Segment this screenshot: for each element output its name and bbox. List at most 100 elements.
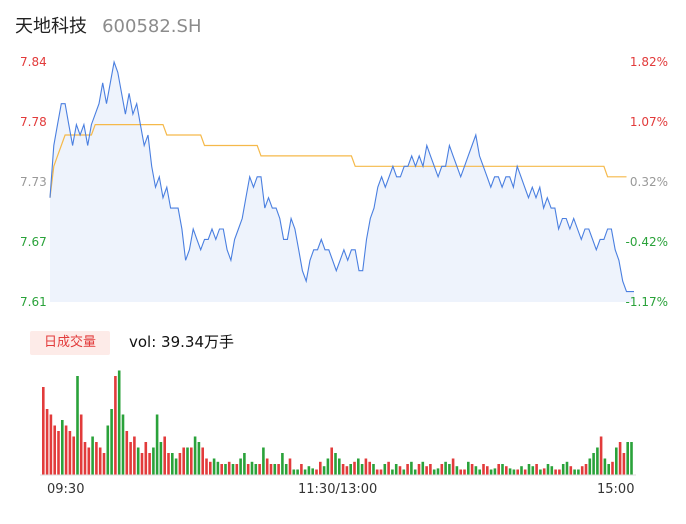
percent-tick-label: 1.07% — [629, 115, 668, 129]
volume-bar — [246, 464, 250, 475]
volume-bar — [478, 469, 481, 475]
volume-bar — [489, 469, 493, 475]
volume-bar — [296, 469, 299, 475]
volume-bar — [516, 469, 519, 475]
volume-bar — [561, 464, 565, 475]
volume-bar — [57, 431, 60, 475]
volume-bar — [155, 414, 159, 475]
percent-tick-label: 1.82% — [629, 55, 668, 69]
volume-bar — [410, 461, 413, 475]
volume-bar — [269, 464, 273, 475]
volume-bar — [391, 469, 394, 475]
volume-bar — [193, 436, 197, 475]
volume-bar — [357, 458, 360, 475]
volume-bar — [383, 464, 387, 475]
price-tick-label: 7.61 — [20, 295, 47, 309]
volume-bar — [197, 442, 201, 475]
average-price-line — [49, 124, 627, 198]
volume-bar — [372, 464, 375, 475]
volume-bar — [239, 458, 242, 475]
volume-bar — [262, 447, 265, 475]
volume-bar — [220, 464, 223, 475]
volume-bar — [87, 447, 91, 475]
volume-bar — [607, 464, 610, 475]
volume-bar — [486, 466, 489, 475]
volume-bar — [398, 466, 402, 475]
volume-bar — [413, 469, 417, 475]
volume-bar — [64, 425, 68, 475]
volume-bar — [626, 442, 629, 475]
price-tick-label: 7.84 — [20, 55, 47, 69]
volume-bar — [178, 453, 182, 475]
volume-bar — [45, 409, 49, 475]
volume-bar — [459, 469, 462, 475]
volume-bar — [125, 431, 129, 475]
volume-bar — [520, 466, 523, 475]
volume-bar — [288, 458, 292, 475]
volume-bar — [106, 425, 110, 475]
volume-bar — [440, 464, 444, 475]
volume-bar — [254, 464, 258, 475]
volume-bar — [588, 458, 592, 475]
volume-bar — [429, 464, 432, 475]
volume-bar — [467, 461, 470, 475]
volume-bar — [497, 464, 500, 475]
volume-bar — [455, 466, 459, 475]
volume-bar — [569, 466, 573, 475]
volume-bar — [129, 442, 132, 475]
volume-bar — [341, 464, 345, 475]
volume-badge[interactable]: 日成交量 — [30, 331, 110, 355]
volume-bar — [209, 461, 212, 475]
stock-code: 600582.SH — [102, 16, 202, 37]
volume-bar — [292, 469, 296, 475]
time-tick-label: 15:00 — [597, 482, 635, 497]
volume-bar — [436, 468, 440, 475]
volume-bar — [182, 447, 185, 475]
volume-bar — [148, 453, 151, 475]
time-tick-label: 11:30/13:00 — [298, 482, 378, 497]
volume-bar — [284, 464, 288, 475]
volume-bar — [406, 464, 409, 475]
volume-bar — [470, 464, 474, 475]
volume-bar — [596, 447, 599, 475]
volume-bar — [573, 469, 576, 475]
percent-tick-label: -0.42% — [625, 235, 668, 249]
volume-bar — [360, 464, 364, 475]
price-tick-label: 7.67 — [20, 235, 47, 249]
volume-bar — [307, 466, 311, 475]
volume-bar — [171, 453, 174, 475]
volume-bar — [421, 461, 425, 475]
volume-bar — [546, 464, 550, 475]
volume-bar — [258, 464, 261, 475]
volume-bar — [61, 420, 64, 475]
volume-bar — [349, 464, 352, 475]
volume-readout: vol: 39.34万手 — [129, 333, 234, 351]
time-tick-label: 09:30 — [47, 482, 85, 497]
volume-bar — [580, 466, 584, 475]
volume-bar — [303, 469, 307, 475]
volume-bar — [330, 447, 333, 475]
volume-bar — [539, 469, 542, 475]
volume-bar — [117, 370, 121, 475]
volume-bar — [201, 447, 204, 475]
volume-bar — [622, 453, 626, 475]
volume-bar — [277, 464, 280, 475]
price-tick-label: 7.73 — [20, 175, 47, 189]
volume-bar — [102, 453, 106, 475]
volume-bar — [224, 464, 227, 475]
volume-bar — [91, 436, 94, 475]
volume-bar — [611, 461, 614, 475]
stock-header: 天地科技 600582.SH — [15, 12, 202, 40]
volume-bar — [375, 469, 379, 475]
volume-bar — [630, 442, 633, 475]
volume-bar — [448, 464, 451, 475]
volume-bar — [527, 464, 531, 475]
volume-bar — [68, 431, 72, 475]
volume-bar — [79, 414, 83, 475]
volume-bar — [482, 464, 485, 475]
volume-bar — [227, 461, 231, 475]
volume-bar — [114, 376, 117, 475]
volume-bar — [417, 464, 421, 475]
volume-bar — [322, 466, 326, 475]
price-area-fill — [50, 62, 634, 302]
